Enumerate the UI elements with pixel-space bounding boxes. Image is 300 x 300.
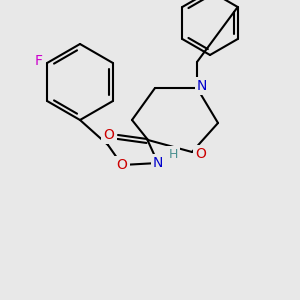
Text: H: H [168,148,178,161]
Text: O: O [103,128,114,142]
Text: N: N [197,79,207,93]
Text: F: F [35,54,43,68]
Text: N: N [153,156,163,170]
Text: O: O [196,147,206,161]
Text: O: O [117,158,128,172]
